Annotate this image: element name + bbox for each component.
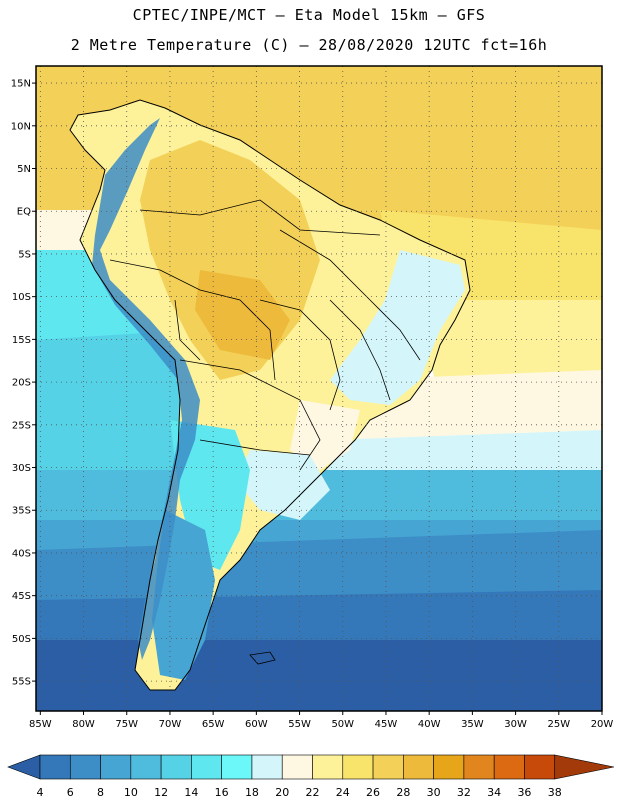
lon-label: 20W: [591, 719, 614, 730]
lon-label: 45W: [375, 719, 398, 730]
lat-label: 5S: [18, 249, 31, 260]
lon-label: 80W: [72, 719, 95, 730]
lat-label: 15S: [12, 335, 31, 346]
lon-label: 55W: [288, 719, 311, 730]
colorbar-swatch: [39, 754, 71, 780]
lon-label: 70W: [159, 719, 182, 730]
colorbar-swatch: [433, 754, 465, 780]
lon-label: 40W: [418, 719, 441, 730]
lat-label: 5N: [17, 164, 31, 175]
colorbar-swatch: [463, 754, 495, 780]
colorbar-label: 26: [366, 786, 380, 799]
lon-label: 65W: [202, 719, 225, 730]
colorbar: 4 6 8 10 12 14 16 18 20 22 24 26 28 30 32 34 36 38: [7, 754, 615, 799]
lat-label: 15N: [11, 79, 31, 90]
colorbar-label: 34: [487, 786, 501, 799]
colorbar-label: 24: [336, 786, 350, 799]
colorbar-swatch: [130, 754, 162, 780]
colorbar-label: 18: [245, 786, 259, 799]
colorbar-label: 6: [67, 786, 74, 799]
colorbar-label: 32: [457, 786, 471, 799]
colorbar-label: 10: [124, 786, 138, 799]
colorbar-swatch: [221, 754, 253, 780]
lat-label: 35S: [12, 506, 31, 517]
lat-label: 50S: [12, 634, 31, 645]
band-4: [36, 640, 602, 711]
colorbar-label: 16: [215, 786, 229, 799]
lon-label: 85W: [29, 719, 52, 730]
colorbar-label: 14: [184, 786, 198, 799]
colorbar-label: 30: [427, 786, 441, 799]
lat-label: 30S: [12, 463, 31, 474]
pacific-band-14: [36, 330, 190, 470]
lat-label: 45S: [12, 591, 31, 602]
colorbar-swatch: [342, 754, 374, 780]
colorbar-label: 4: [37, 786, 44, 799]
lon-label: 35W: [461, 719, 484, 730]
colorbar-swatch: [312, 754, 344, 780]
colorbar-swatch: [524, 754, 556, 780]
colorbar-swatch: [372, 754, 404, 780]
lon-label: 25W: [547, 719, 570, 730]
lat-label: 25S: [12, 420, 31, 431]
colorbar-label: 8: [97, 786, 104, 799]
colorbar-swatch: [403, 754, 434, 780]
colorbar-label: 36: [517, 786, 531, 799]
lat-label: 20S: [12, 378, 31, 389]
colorbar-high-arrow: [554, 754, 615, 780]
colorbar-swatch: [493, 754, 525, 780]
colorbar-swatch: [251, 754, 283, 780]
lat-label: 40S: [12, 548, 31, 559]
colorbar-swatch: [160, 754, 192, 780]
lon-label: 75W: [115, 719, 138, 730]
central-hot-zone: [195, 270, 290, 360]
map-frame: [35, 65, 603, 712]
coastline: [69, 99, 471, 691]
lon-label: 50W: [331, 719, 354, 730]
lon-label: 60W: [245, 719, 268, 730]
lat-label: 10S: [12, 292, 31, 303]
colorbar-label: 38: [548, 786, 562, 799]
andes-cold-ridge: [92, 118, 200, 660]
colorbar-label: 12: [154, 786, 168, 799]
colorbar-swatch: [100, 754, 132, 780]
map-title-line1: CPTEC/INPE/MCT – Eta Model 15km – GFS: [132, 6, 486, 24]
colorbar-label: 20: [275, 786, 289, 799]
lat-label: 55S: [12, 677, 31, 688]
colorbar-swatch: [69, 754, 101, 780]
country-borders: [109, 199, 421, 471]
map-field: [36, 66, 602, 711]
colorbar-swatch: [191, 754, 222, 780]
colorbar-label: 28: [396, 786, 410, 799]
colorbar-label: 22: [306, 786, 320, 799]
longitude-labels: 85W 80W 75W 70W 65W 60W 55W 50W 45W 40W 35W 30W 25W 2…: [29, 711, 613, 730]
lon-label: 30W: [504, 719, 527, 730]
lat-label: EQ: [17, 207, 31, 218]
map-title-line2: 2 Metre Temperature (C) – 28/08/2020 12U…: [70, 36, 548, 54]
colorbar-low-arrow: [7, 754, 41, 780]
lat-label: 10N: [11, 121, 31, 132]
colorbar-swatch: [281, 754, 313, 780]
latitude-labels: 15N 10N 5N EQ 5S 10S 15S 20S 25S 30S 35S 40S 45S 50S 5…: [11, 79, 36, 688]
